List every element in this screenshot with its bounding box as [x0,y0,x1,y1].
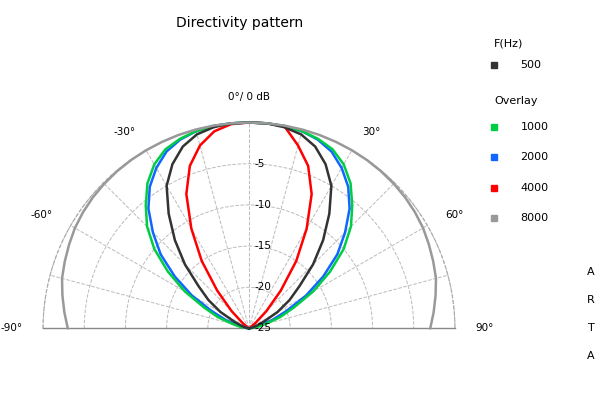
Text: -10: -10 [254,200,271,210]
Text: -60°: -60° [31,210,53,220]
Text: Directivity pattern: Directivity pattern [176,16,304,30]
Text: 2000: 2000 [521,152,548,162]
Text: A: A [587,267,595,277]
Text: 30°: 30° [362,127,380,137]
Text: -5: -5 [254,159,265,169]
Text: -25: -25 [254,324,271,334]
Text: 90°: 90° [476,324,494,334]
Text: 8000: 8000 [521,214,548,223]
Text: 0°/ 0 dB: 0°/ 0 dB [228,92,270,102]
Text: -30°: -30° [113,127,136,137]
Text: R: R [587,295,595,305]
Text: A: A [587,351,595,361]
Text: 1000: 1000 [521,122,548,132]
Text: T: T [587,323,595,333]
Text: Overlay: Overlay [494,96,538,106]
Text: -15: -15 [254,241,271,251]
Text: -90°: -90° [1,324,22,334]
Text: -20: -20 [254,282,271,292]
Text: 500: 500 [521,60,542,70]
Text: 4000: 4000 [521,183,548,193]
Text: F(Hz): F(Hz) [494,38,524,48]
Text: 60°: 60° [445,210,464,220]
